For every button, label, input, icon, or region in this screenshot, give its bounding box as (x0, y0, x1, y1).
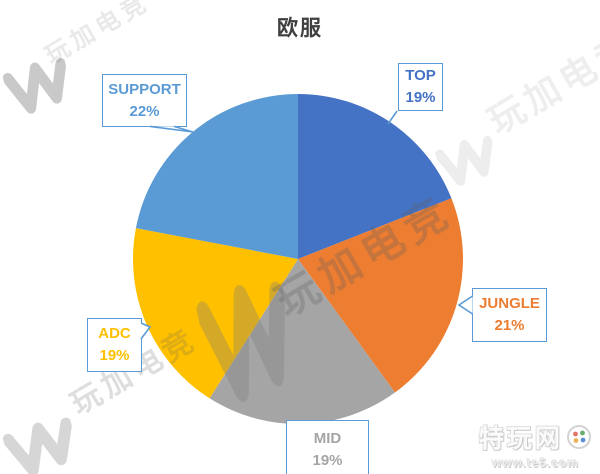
callout-value: 19% (405, 89, 436, 106)
pie-slice-adc[interactable] (132, 228, 298, 399)
callout-name: MID (313, 430, 342, 448)
callout-adc: ADC 19% (87, 318, 142, 372)
callout-value: 19% (312, 452, 343, 469)
callout-jungle: JUNGLE 21% (472, 288, 547, 342)
callout-name: TOP (405, 67, 436, 85)
callout-value: 22% (129, 102, 160, 120)
pie-slice-jungle[interactable] (298, 198, 463, 393)
callout-name: JUNGLE (479, 295, 540, 313)
pie-slice-support[interactable] (135, 94, 298, 259)
callout-value: 19% (99, 347, 130, 364)
callout-name: SUPPORT (108, 80, 181, 98)
callout-name: ADC (98, 325, 131, 343)
pie-slice-top[interactable] (298, 94, 452, 259)
callout-top: TOP 19% (398, 63, 443, 111)
callout-mid: MID 19% (286, 420, 369, 474)
pie-slice-mid[interactable] (209, 259, 395, 424)
callout-value: 21% (494, 317, 525, 334)
chart-title: 欧服 (277, 17, 323, 40)
callout-support: SUPPORT 22% (102, 74, 187, 127)
